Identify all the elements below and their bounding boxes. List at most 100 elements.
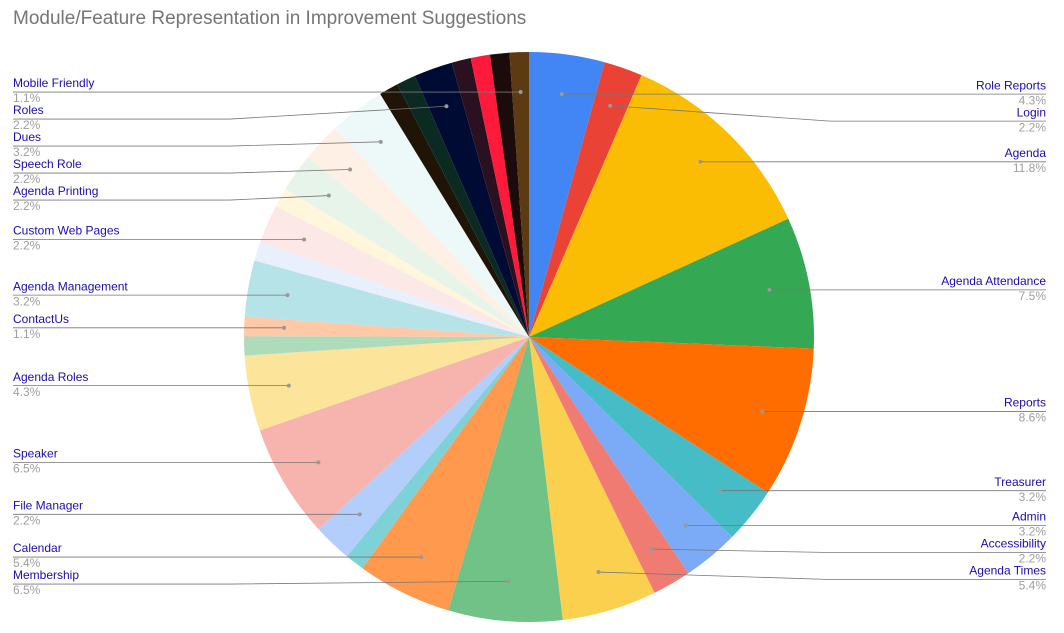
pie-slice [362, 337, 529, 611]
slice-value-label: 3.2% [13, 294, 41, 308]
slice-label: Agenda Printing [13, 184, 98, 198]
leader-line [13, 580, 509, 585]
slice-value-label: 8.6% [1019, 411, 1047, 425]
leader-dot [444, 104, 449, 109]
slice-value-label: 3.2% [13, 145, 41, 159]
slice-label: Mobile Friendly [13, 76, 94, 90]
pie-slice [346, 337, 529, 569]
slice-label: Treasurer [994, 475, 1046, 489]
slice-label: Agenda Times [969, 564, 1046, 578]
leader-line [13, 195, 329, 201]
pie-slice [380, 84, 529, 337]
slice-value-label: 2.2% [13, 172, 41, 186]
pie-slice [285, 156, 529, 337]
pie-slice [529, 337, 655, 620]
slice-value-label: 2.2% [13, 239, 41, 253]
leader-dot [506, 579, 511, 584]
leader-line [13, 105, 447, 120]
leader-dot [767, 287, 772, 292]
leader-dot [282, 325, 287, 330]
leader-line [610, 105, 1046, 122]
slice-label: Agenda [1005, 146, 1047, 160]
pie-slice [308, 128, 529, 337]
leader-line [598, 571, 1046, 580]
leader-dot [760, 409, 765, 414]
slice-value-label: 3.2% [1019, 525, 1047, 539]
slice-value-label: 2.2% [1019, 120, 1047, 134]
leader-dot [698, 159, 703, 164]
leader-dot [717, 488, 722, 493]
slice-label: ContactUs [13, 312, 69, 326]
leader-dot [649, 547, 654, 552]
pie-slice [244, 260, 529, 337]
slice-label: Agenda Management [13, 279, 128, 293]
slice-label: Admin [1012, 510, 1046, 524]
leader-dot [302, 237, 307, 242]
slice-label: Calendar [13, 541, 62, 555]
slice-value-label: 1.1% [13, 327, 41, 341]
leader-dot [357, 512, 362, 517]
slice-label: Dues [13, 130, 41, 144]
leader-line [651, 548, 1046, 553]
pie-slice [529, 337, 733, 574]
slice-label: File Manager [13, 498, 83, 512]
chart-title: Module/Feature Representation in Improve… [13, 8, 526, 29]
leader-dot [596, 570, 601, 575]
slice-value-label: 11.8% [1013, 161, 1046, 175]
slice-value-label: 3.2% [1019, 490, 1047, 504]
pie-slice [451, 58, 529, 337]
pie-slice [244, 337, 529, 431]
slice-label: Login [1017, 105, 1046, 119]
leader-dot [316, 460, 321, 465]
leader-dot [608, 103, 613, 108]
pie-slice [489, 52, 529, 337]
pie-slice [397, 75, 529, 338]
pie-slice [529, 52, 605, 337]
pie-slice [275, 188, 529, 337]
slice-label: Speaker [13, 447, 58, 461]
pie-slice [509, 52, 529, 337]
slice-label: Custom Web Pages [13, 224, 120, 238]
leader-dot [419, 555, 424, 560]
leader-dot [378, 139, 383, 144]
pie-slice [244, 316, 529, 337]
leader-dot [518, 90, 523, 95]
slice-label: Roles [13, 103, 44, 117]
slice-label: Role Reports [976, 78, 1046, 92]
pie-slice [259, 337, 529, 530]
slice-value-label: 6.5% [13, 462, 41, 476]
leader-dot [348, 167, 353, 172]
slice-value-label: 1.1% [13, 91, 41, 105]
pie-slice [414, 62, 529, 338]
pie-slice [254, 241, 529, 337]
leader-line [13, 169, 351, 174]
slice-value-label: 5.4% [13, 556, 41, 570]
slice-label: Agenda Attendance [941, 274, 1046, 288]
slice-value-label: 6.5% [13, 583, 41, 597]
pie-slice [318, 337, 529, 557]
pie-slice [529, 337, 689, 593]
slice-value-label: 2.2% [1019, 552, 1047, 566]
leader-dot [326, 193, 331, 198]
pie-slice [529, 337, 768, 537]
pie-slice [448, 337, 563, 623]
pie-slice [529, 337, 814, 493]
leader-dot [559, 92, 564, 97]
slice-label: Accessibility [981, 537, 1046, 551]
slice-label: Reports [1004, 396, 1046, 410]
pie-slice [470, 54, 529, 337]
slice-value-label: 4.3% [1019, 93, 1047, 107]
leader-line [13, 141, 381, 147]
pie-slice [529, 218, 814, 349]
slice-value-label: 2.2% [13, 118, 41, 132]
pie-slice [529, 75, 789, 337]
pie-slice [244, 336, 529, 356]
slice-value-label: 7.5% [1019, 289, 1047, 303]
slice-value-label: 4.3% [13, 385, 41, 399]
slice-value-label: 2.2% [13, 199, 41, 213]
slice-value-label: 2.2% [13, 513, 41, 527]
slice-label: Speech Role [13, 157, 82, 171]
slice-label: Membership [13, 568, 79, 582]
